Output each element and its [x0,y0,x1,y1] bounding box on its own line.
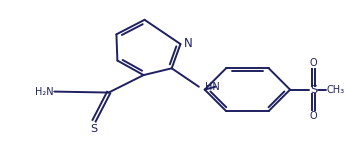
Text: S: S [91,124,98,134]
Text: H₂N: H₂N [35,87,53,97]
Text: O: O [310,58,317,68]
Text: HN: HN [205,82,219,92]
Text: CH₃: CH₃ [327,85,345,95]
Text: S: S [310,85,317,95]
Text: N: N [184,37,193,50]
Text: O: O [310,111,317,121]
